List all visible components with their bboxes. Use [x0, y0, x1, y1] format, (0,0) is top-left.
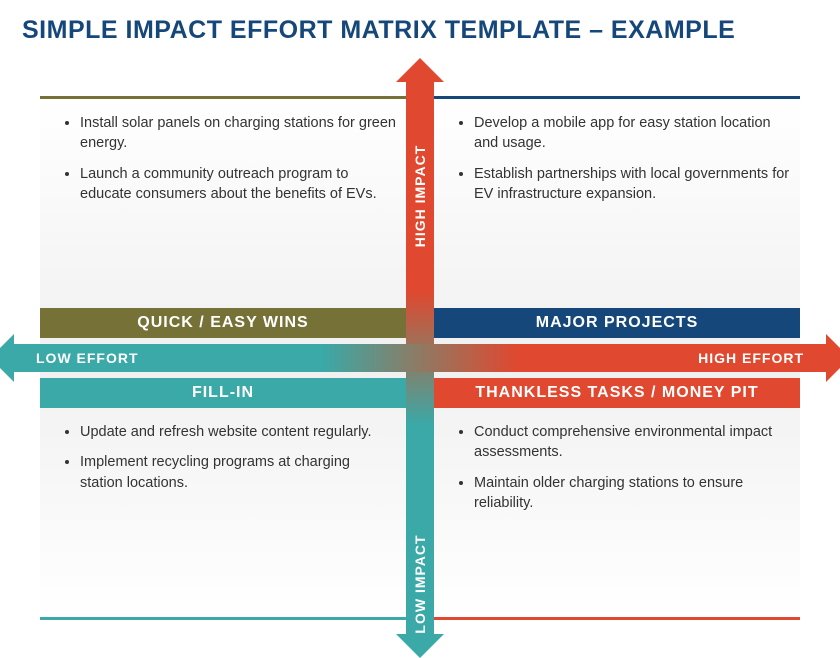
- list-item: Update and refresh website content regul…: [80, 422, 396, 442]
- y-axis-bottom-label: LOW IMPACT: [412, 534, 428, 633]
- y-axis-top-label: HIGH IMPACT: [412, 145, 428, 248]
- fill-in-heading: FILL-IN: [40, 378, 406, 408]
- major-projects-heading: MAJOR PROJECTS: [434, 308, 800, 338]
- fill-in-list: Update and refresh website content regul…: [62, 422, 396, 503]
- page-title: SIMPLE IMPACT EFFORT MATRIX TEMPLATE – E…: [22, 16, 735, 45]
- list-item: Maintain older charging stations to ensu…: [474, 473, 790, 514]
- arrow-down-icon: [396, 634, 444, 658]
- major-projects-list: Develop a mobile app for easy station lo…: [456, 113, 790, 214]
- arrow-left-icon: [0, 334, 14, 382]
- list-item: Develop a mobile app for easy station lo…: [474, 113, 790, 154]
- list-item: Launch a community outreach program to e…: [80, 164, 396, 205]
- thankless-heading: THANKLESS TASKS / MONEY PIT: [434, 378, 800, 408]
- list-item: Implement recycling programs at charging…: [80, 452, 396, 493]
- thankless-list: Conduct comprehensive environmental impa…: [456, 422, 790, 523]
- list-item: Install solar panels on charging station…: [80, 113, 396, 154]
- quick-wins-heading: QUICK / EASY WINS: [40, 308, 406, 338]
- quadrant-major-projects: Develop a mobile app for easy station lo…: [434, 96, 800, 344]
- quadrant-thankless: THANKLESS TASKS / MONEY PIT Conduct comp…: [434, 372, 800, 620]
- x-axis-right-label: HIGH EFFORT: [698, 350, 804, 366]
- list-item: Conduct comprehensive environmental impa…: [474, 422, 790, 463]
- arrow-up-icon: [396, 58, 444, 82]
- quick-wins-list: Install solar panels on charging station…: [62, 113, 396, 214]
- x-axis-left-label: LOW EFFORT: [36, 350, 139, 366]
- arrow-right-icon: [826, 334, 840, 382]
- quadrant-fill-in: FILL-IN Update and refresh website conte…: [40, 372, 406, 620]
- impact-effort-matrix: Install solar panels on charging station…: [10, 78, 830, 638]
- quadrant-quick-wins: Install solar panels on charging station…: [40, 96, 406, 344]
- list-item: Establish partnerships with local govern…: [474, 164, 790, 205]
